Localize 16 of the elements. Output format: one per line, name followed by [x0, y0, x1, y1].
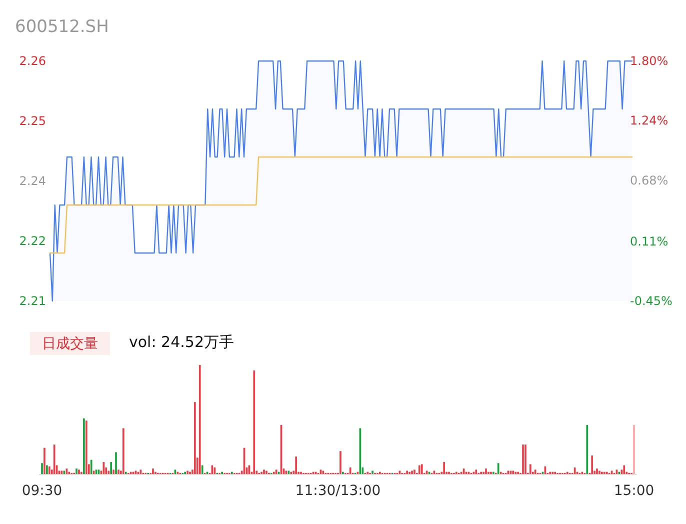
y-tick-label: 2.21: [19, 294, 46, 308]
y2-tick-label: 1.80%: [630, 54, 668, 68]
x-tick-label: 15:00: [614, 483, 654, 499]
y-tick-label: 2.25: [19, 114, 46, 128]
text: vol: 24.52万手: [129, 333, 234, 351]
x-tick-label: 11:30/13:00: [295, 483, 381, 499]
y2-tick-label: 0.68%: [630, 173, 668, 188]
x-tick-label: 09:30: [22, 483, 62, 499]
y2-tick-label: 0.11%: [630, 234, 668, 248]
y-tick-label: 2.22: [19, 234, 46, 248]
text: 日成交量: [42, 336, 98, 352]
y-tick-label: 2.26: [19, 54, 46, 68]
y2-tick-label: -0.45%: [630, 294, 672, 308]
y-tick-label: 2.24: [19, 174, 46, 188]
chart-subtitle: 600512.SH: [15, 17, 109, 37]
y2-tick-label: 1.24%: [630, 114, 668, 128]
